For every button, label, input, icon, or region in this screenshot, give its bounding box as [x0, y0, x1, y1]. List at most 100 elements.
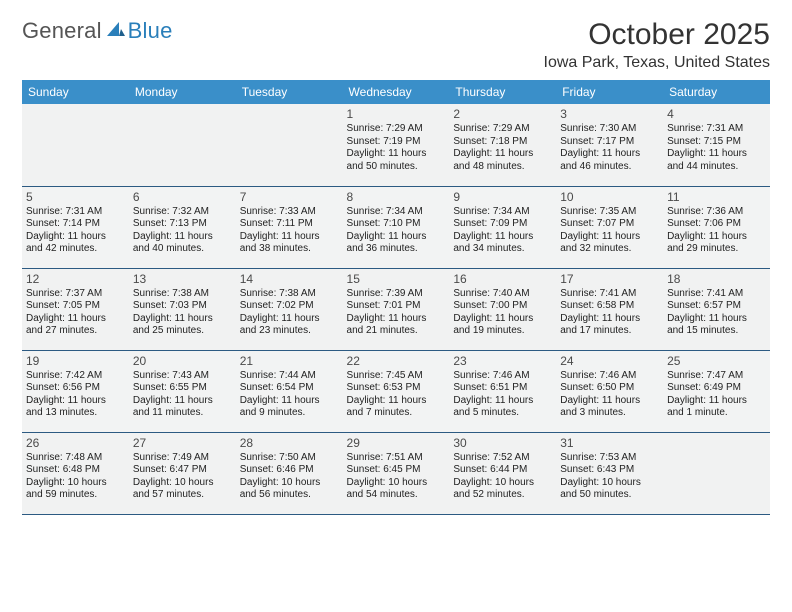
cell-daylight1: Daylight: 11 hours	[133, 395, 232, 408]
day-number: 30	[453, 436, 552, 451]
cell-sunset: Sunset: 7:10 PM	[347, 218, 446, 231]
cell-sunrise: Sunrise: 7:46 AM	[560, 370, 659, 383]
cell-daylight1: Daylight: 11 hours	[560, 313, 659, 326]
cell-daylight2: and 50 minutes.	[560, 489, 659, 502]
day-number: 22	[347, 354, 446, 369]
cell-daylight1: Daylight: 11 hours	[453, 148, 552, 161]
day-number: 29	[347, 436, 446, 451]
logo-sail-icon	[105, 18, 127, 44]
cell-sunset: Sunset: 7:13 PM	[133, 218, 232, 231]
cell-sunset: Sunset: 6:55 PM	[133, 382, 232, 395]
day-number: 24	[560, 354, 659, 369]
calendar-header: SundayMondayTuesdayWednesdayThursdayFrid…	[22, 80, 770, 104]
cell-daylight2: and 36 minutes.	[347, 243, 446, 256]
cell-sunrise: Sunrise: 7:52 AM	[453, 452, 552, 465]
cell-sunset: Sunset: 7:09 PM	[453, 218, 552, 231]
cell-daylight2: and 56 minutes.	[240, 489, 339, 502]
cell-daylight2: and 54 minutes.	[347, 489, 446, 502]
cell-daylight1: Daylight: 11 hours	[560, 395, 659, 408]
calendar-cell: 6Sunrise: 7:32 AMSunset: 7:13 PMDaylight…	[129, 186, 236, 268]
calendar-cell: 5Sunrise: 7:31 AMSunset: 7:14 PMDaylight…	[22, 186, 129, 268]
calendar-cell	[663, 432, 770, 514]
cell-sunset: Sunset: 7:11 PM	[240, 218, 339, 231]
cell-daylight1: Daylight: 10 hours	[26, 477, 125, 490]
cell-sunset: Sunset: 6:47 PM	[133, 464, 232, 477]
calendar-page: General Blue October 2025 Iowa Park, Tex…	[0, 0, 792, 525]
cell-sunrise: Sunrise: 7:50 AM	[240, 452, 339, 465]
cell-daylight1: Daylight: 10 hours	[453, 477, 552, 490]
day-number: 5	[26, 190, 125, 205]
calendar-week: 12Sunrise: 7:37 AMSunset: 7:05 PMDayligh…	[22, 268, 770, 350]
calendar-week: 1Sunrise: 7:29 AMSunset: 7:19 PMDaylight…	[22, 104, 770, 186]
cell-sunrise: Sunrise: 7:43 AM	[133, 370, 232, 383]
cell-sunrise: Sunrise: 7:44 AM	[240, 370, 339, 383]
month-title: October 2025	[544, 18, 770, 52]
cell-daylight2: and 38 minutes.	[240, 243, 339, 256]
cell-sunset: Sunset: 6:50 PM	[560, 382, 659, 395]
cell-sunset: Sunset: 7:14 PM	[26, 218, 125, 231]
day-number: 10	[560, 190, 659, 205]
cell-daylight2: and 59 minutes.	[26, 489, 125, 502]
header-row: General Blue October 2025 Iowa Park, Tex…	[22, 18, 770, 72]
day-number: 11	[667, 190, 766, 205]
calendar-cell: 23Sunrise: 7:46 AMSunset: 6:51 PMDayligh…	[449, 350, 556, 432]
cell-sunset: Sunset: 6:57 PM	[667, 300, 766, 313]
cell-sunrise: Sunrise: 7:42 AM	[26, 370, 125, 383]
cell-daylight2: and 34 minutes.	[453, 243, 552, 256]
logo: General Blue	[22, 18, 173, 44]
cell-sunset: Sunset: 6:48 PM	[26, 464, 125, 477]
location: Iowa Park, Texas, United States	[544, 54, 770, 72]
cell-daylight1: Daylight: 11 hours	[347, 313, 446, 326]
cell-daylight2: and 46 minutes.	[560, 161, 659, 174]
cell-sunset: Sunset: 7:02 PM	[240, 300, 339, 313]
calendar-cell: 21Sunrise: 7:44 AMSunset: 6:54 PMDayligh…	[236, 350, 343, 432]
cell-daylight1: Daylight: 11 hours	[240, 313, 339, 326]
cell-sunrise: Sunrise: 7:38 AM	[240, 288, 339, 301]
cell-sunrise: Sunrise: 7:34 AM	[347, 206, 446, 219]
cell-daylight1: Daylight: 11 hours	[667, 313, 766, 326]
calendar-cell: 27Sunrise: 7:49 AMSunset: 6:47 PMDayligh…	[129, 432, 236, 514]
cell-daylight1: Daylight: 11 hours	[26, 231, 125, 244]
cell-daylight1: Daylight: 11 hours	[133, 313, 232, 326]
cell-daylight1: Daylight: 11 hours	[240, 395, 339, 408]
calendar-cell: 3Sunrise: 7:30 AMSunset: 7:17 PMDaylight…	[556, 104, 663, 186]
cell-sunrise: Sunrise: 7:49 AM	[133, 452, 232, 465]
day-header: Sunday	[22, 80, 129, 104]
cell-daylight2: and 3 minutes.	[560, 407, 659, 420]
cell-daylight2: and 9 minutes.	[240, 407, 339, 420]
cell-daylight1: Daylight: 10 hours	[560, 477, 659, 490]
cell-daylight2: and 21 minutes.	[347, 325, 446, 338]
cell-daylight2: and 27 minutes.	[26, 325, 125, 338]
calendar-cell: 13Sunrise: 7:38 AMSunset: 7:03 PMDayligh…	[129, 268, 236, 350]
day-number: 6	[133, 190, 232, 205]
cell-sunrise: Sunrise: 7:36 AM	[667, 206, 766, 219]
calendar-week: 19Sunrise: 7:42 AMSunset: 6:56 PMDayligh…	[22, 350, 770, 432]
logo-text-blue: Blue	[128, 18, 173, 44]
cell-daylight1: Daylight: 11 hours	[453, 395, 552, 408]
cell-daylight1: Daylight: 11 hours	[133, 231, 232, 244]
cell-daylight1: Daylight: 11 hours	[667, 148, 766, 161]
calendar-body: 1Sunrise: 7:29 AMSunset: 7:19 PMDaylight…	[22, 104, 770, 514]
cell-sunrise: Sunrise: 7:48 AM	[26, 452, 125, 465]
calendar-cell: 30Sunrise: 7:52 AMSunset: 6:44 PMDayligh…	[449, 432, 556, 514]
cell-daylight1: Daylight: 11 hours	[453, 313, 552, 326]
cell-sunrise: Sunrise: 7:35 AM	[560, 206, 659, 219]
calendar-cell: 15Sunrise: 7:39 AMSunset: 7:01 PMDayligh…	[343, 268, 450, 350]
cell-daylight2: and 19 minutes.	[453, 325, 552, 338]
calendar-cell	[129, 104, 236, 186]
cell-sunset: Sunset: 7:00 PM	[453, 300, 552, 313]
calendar-cell: 24Sunrise: 7:46 AMSunset: 6:50 PMDayligh…	[556, 350, 663, 432]
day-number: 31	[560, 436, 659, 451]
calendar-cell: 2Sunrise: 7:29 AMSunset: 7:18 PMDaylight…	[449, 104, 556, 186]
cell-sunrise: Sunrise: 7:37 AM	[26, 288, 125, 301]
cell-daylight2: and 13 minutes.	[26, 407, 125, 420]
day-number: 1	[347, 107, 446, 122]
day-number: 25	[667, 354, 766, 369]
cell-daylight1: Daylight: 11 hours	[347, 231, 446, 244]
cell-daylight1: Daylight: 10 hours	[240, 477, 339, 490]
cell-daylight1: Daylight: 11 hours	[560, 148, 659, 161]
day-number: 23	[453, 354, 552, 369]
cell-sunset: Sunset: 6:43 PM	[560, 464, 659, 477]
day-number: 3	[560, 107, 659, 122]
cell-daylight2: and 48 minutes.	[453, 161, 552, 174]
